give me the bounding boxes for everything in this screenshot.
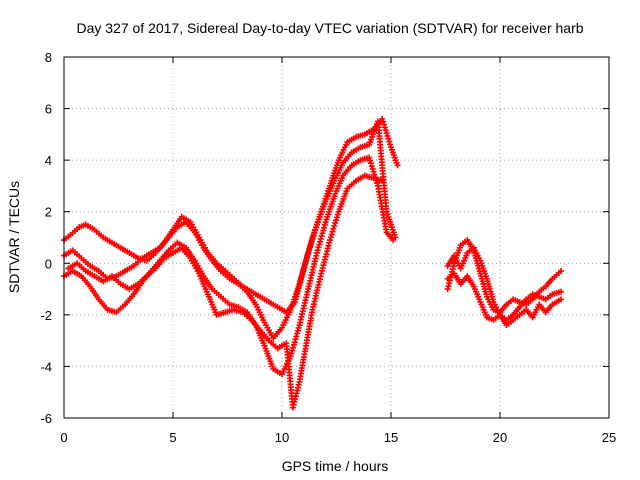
data-point-marker xyxy=(333,217,340,224)
data-point-marker xyxy=(334,211,341,218)
y-tick-label: 4 xyxy=(45,153,52,168)
y-tick-label: -6 xyxy=(40,411,52,426)
data-point-marker xyxy=(367,157,374,164)
y-tick-label: 2 xyxy=(45,205,52,220)
data-point-marker xyxy=(311,230,318,237)
data-point-marker xyxy=(312,227,319,234)
data-point-marker xyxy=(382,127,389,134)
data-point-marker xyxy=(384,132,391,139)
data-point-marker xyxy=(558,288,565,295)
data-point-marker xyxy=(558,268,565,275)
data-point-marker xyxy=(305,249,312,256)
data-points xyxy=(61,115,565,411)
data-point-marker xyxy=(308,238,315,245)
data-point-marker xyxy=(383,130,390,137)
data-point-marker xyxy=(367,160,374,167)
data-point-marker xyxy=(381,121,388,128)
data-point-marker xyxy=(331,222,338,229)
x-tick-label: 10 xyxy=(275,430,289,445)
y-tick-label: 6 xyxy=(45,102,52,117)
x-tick-label: 25 xyxy=(602,430,616,445)
y-tick-label: 8 xyxy=(45,50,52,65)
x-tick-label: 20 xyxy=(493,430,507,445)
data-series xyxy=(65,172,386,411)
data-point-marker xyxy=(326,237,333,244)
y-tick-label: -4 xyxy=(40,359,52,374)
x-tick-label: 5 xyxy=(169,430,176,445)
data-point-marker xyxy=(310,232,317,239)
data-point-marker xyxy=(394,162,401,169)
data-point-marker xyxy=(333,214,340,221)
y-axis-title: SDTVAR / TECUs xyxy=(6,181,22,293)
data-point-marker xyxy=(306,244,313,251)
data-point-marker xyxy=(369,165,376,172)
plot-frame xyxy=(63,56,610,419)
data-point-marker xyxy=(313,224,320,231)
y-tick-label: 0 xyxy=(45,256,52,271)
x-tick-label: 15 xyxy=(384,430,398,445)
data-point-marker xyxy=(368,163,375,170)
data-point-marker xyxy=(381,124,388,131)
data-point-marker xyxy=(328,231,335,238)
data-point-marker xyxy=(309,235,316,242)
data-point-marker xyxy=(329,228,336,235)
data-point-marker xyxy=(366,154,373,161)
data-point-marker xyxy=(380,118,387,125)
data-point-marker xyxy=(374,180,381,187)
data-point-marker xyxy=(390,237,397,244)
data-point-marker xyxy=(371,171,378,178)
data-point-marker xyxy=(379,115,386,122)
data-point-marker xyxy=(379,177,386,184)
data-point-marker xyxy=(386,138,393,145)
data-point-marker xyxy=(387,141,394,148)
y-tick-label: -2 xyxy=(40,308,52,323)
data-point-marker xyxy=(306,247,313,254)
ticks: 0 5 10 15 20 25 -6 -4 -2 0 2 4 6 8 xyxy=(40,50,616,445)
data-point-marker xyxy=(332,220,339,227)
data-point-marker xyxy=(327,234,334,241)
data-point-marker xyxy=(370,168,377,175)
data-point-marker xyxy=(330,225,337,232)
data-series xyxy=(444,270,565,329)
chart-title: Day 327 of 2017, Sidereal Day-to-day VTE… xyxy=(76,20,583,36)
data-point-marker xyxy=(385,135,392,142)
x-axis-title: GPS time / hours xyxy=(282,458,389,474)
data-series xyxy=(444,244,565,324)
data-point-marker xyxy=(558,296,565,303)
x-tick-label: 0 xyxy=(60,430,67,445)
data-point-marker xyxy=(307,241,314,248)
